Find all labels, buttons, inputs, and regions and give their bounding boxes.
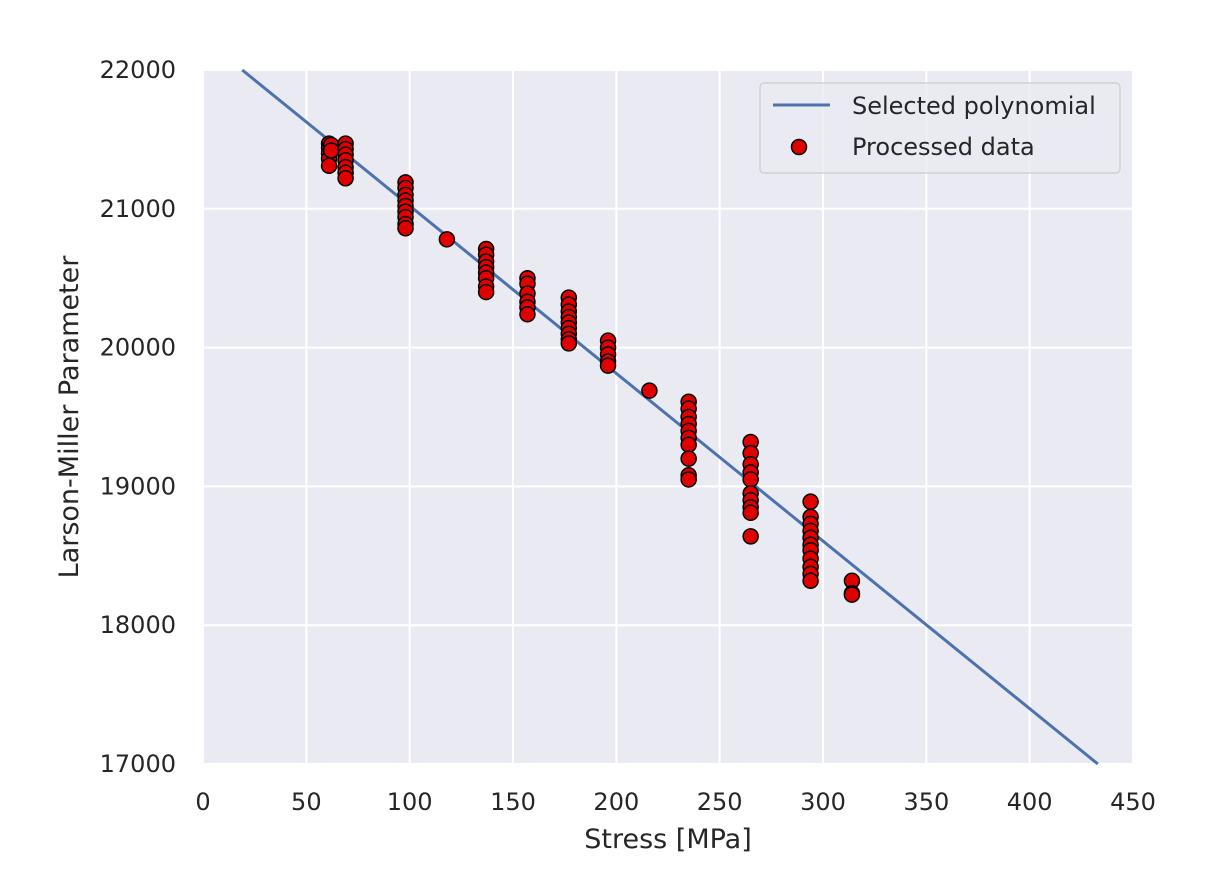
data-point: [680, 450, 697, 467]
x-tick-label: 350: [903, 788, 949, 816]
x-tick-label: 0: [195, 788, 210, 816]
data-point: [680, 436, 697, 454]
data-point: [843, 586, 861, 603]
y-tick-label: 22000: [100, 56, 176, 84]
x-tick-label: 150: [490, 788, 536, 816]
x-tick-label: 300: [800, 788, 846, 816]
x-axis-label: Stress [MPa]: [584, 824, 752, 855]
data-point: [519, 306, 536, 323]
data-point: [322, 142, 340, 159]
data-point: [397, 219, 414, 237]
data-point: [477, 283, 495, 301]
y-axis-label: Larson-Miller Parameter: [54, 255, 85, 579]
y-tick-label: 17000: [100, 750, 176, 778]
x-tick-label: 250: [697, 788, 743, 816]
data-point: [742, 471, 759, 488]
fit-line: [241, 68, 1099, 766]
y-tick-label: 18000: [100, 611, 176, 639]
data-point: [641, 382, 658, 399]
x-tick-label: 100: [387, 788, 433, 816]
data-point: [680, 471, 697, 488]
data-point: [742, 504, 759, 522]
x-tick-label: 400: [1007, 788, 1053, 816]
x-tick-label: 450: [1110, 788, 1156, 816]
y-tick-label: 19000: [100, 472, 176, 500]
tick-labels: 0 50 100 150 200 250 300 350 400 450 17000 18000 190…: [100, 56, 1156, 816]
x-tick-label: 200: [593, 788, 639, 816]
data-point: [802, 572, 819, 590]
legend: Selected polynomial Processed data: [759, 82, 1121, 174]
x-tick-label: 50: [291, 788, 322, 816]
legend-marker-swatch: [790, 138, 808, 156]
data-point: [320, 157, 338, 175]
data-point: [438, 231, 456, 248]
legend-label-scatter: Processed data: [852, 133, 1035, 161]
series-layer: [241, 68, 1099, 766]
data-point: [599, 357, 617, 374]
legend-label-line: Selected polynomial: [852, 92, 1096, 120]
data-point: [337, 170, 354, 187]
data-point: [742, 528, 759, 545]
y-tick-label: 21000: [100, 195, 176, 223]
y-tick-label: 20000: [100, 334, 176, 362]
data-point: [560, 335, 578, 352]
legend-box: [759, 82, 1121, 174]
data-point: [802, 493, 819, 510]
